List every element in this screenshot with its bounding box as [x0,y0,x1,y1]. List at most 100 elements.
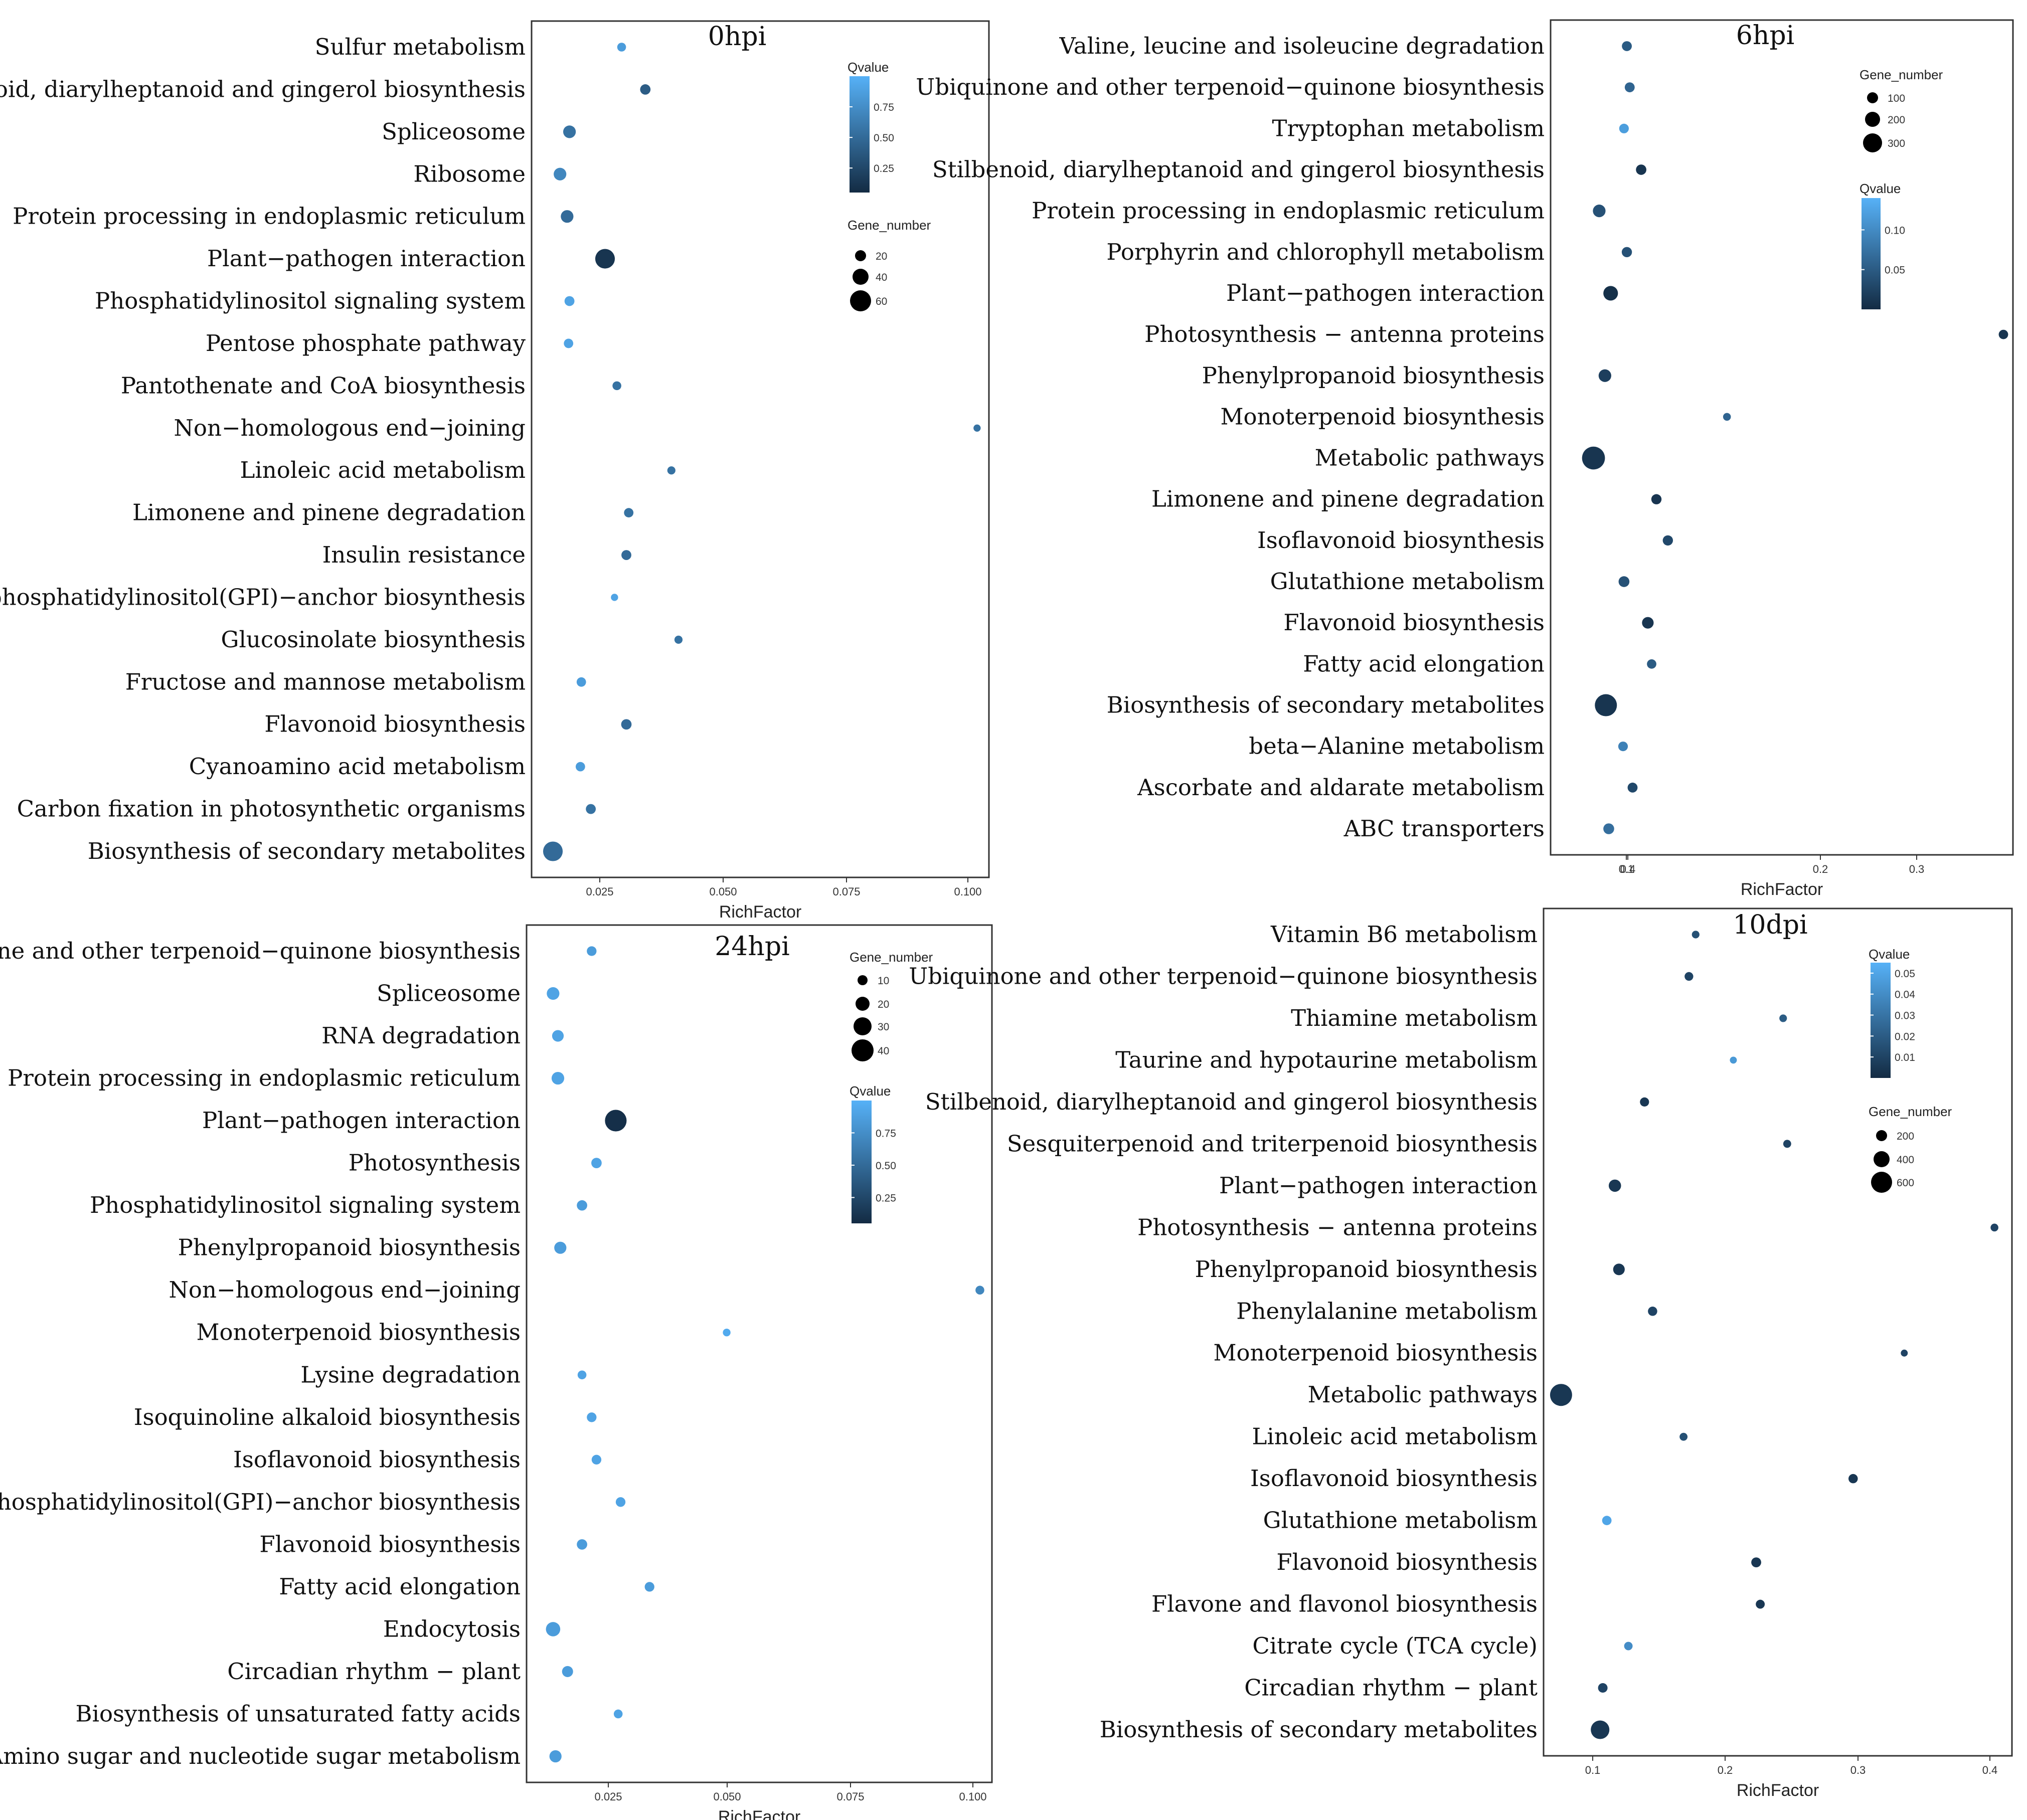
data-point [1598,369,1611,382]
size-legend-label: 300 [1888,138,1905,149]
data-point [1595,694,1617,716]
pathway-label: Protein processing in endoplasmic reticu… [8,1065,521,1091]
panel-title: 6hpi [1736,21,1795,51]
plot-area [1551,20,2013,855]
size-legend-label: 400 [1897,1154,1914,1166]
data-point [723,1329,731,1337]
data-point [552,1030,564,1042]
pathway-label: Limonene and pinene degradation [132,499,526,526]
color-legend-label: 0.25 [876,1192,896,1204]
panel-title: 0hpi [708,22,767,52]
panel-2: 24hpi Ubiquinone and other terpenoid−quin… [0,924,993,1820]
pathway-label: ABC transporters [1343,815,1545,842]
pathway-label: Valine, leucine and isoleucine degradati… [1059,33,1545,59]
pathway-label: Metabolic pathways [1315,445,1545,471]
size-legend-dot [850,290,871,311]
data-point [1647,659,1656,669]
x-tick-label: 0.025 [586,885,613,898]
data-point [1648,1306,1657,1316]
data-point [975,1286,984,1295]
size-legend-title: Gene_number [1860,67,1943,82]
color-legend-label: 0.01 [1895,1052,1915,1063]
x-tick-label: 0.3 [1850,1764,1866,1776]
pathway-label: Protein processing in endoplasmic reticu… [1032,198,1545,224]
plot-area [1544,908,2012,1756]
data-point [624,508,634,518]
size-legend-label: 100 [1888,93,1905,104]
pathway-label: Ubiquinone and other terpenoid−quinone b… [909,963,1538,989]
data-point [613,1709,623,1719]
pathway-label: Phenylpropanoid biosynthesis [1195,1256,1538,1283]
data-point [1990,1223,1998,1232]
pathway-label: Plant−pathogen interaction [1226,280,1545,306]
pathway-label: Plant−pathogen interaction [1219,1172,1538,1199]
data-point [1779,1014,1787,1022]
data-point [595,249,615,269]
pathway-label: Taurine and hypotaurine metabolism [1115,1046,1538,1073]
color-legend-label: 0.75 [874,102,894,113]
data-point [577,1200,587,1211]
data-point [1627,782,1638,793]
size-legend-dot [858,975,868,985]
color-legend-label: 0.10 [1885,225,1905,236]
color-legend-bar [850,76,870,193]
pathway-label: Flavone and flavonol biosynthesis [1151,1591,1538,1617]
pathway-label: Ubiquinone and other terpenoid−quinone b… [916,74,1545,100]
size-legend-label: 40 [876,272,887,283]
pathway-label: Phosphatidylinositol signaling system [95,288,526,314]
data-point [1751,1557,1761,1568]
data-point [1624,82,1635,93]
size-legend-label: 200 [1897,1131,1914,1142]
pathway-label: Isoflavonoid biosynthesis [233,1446,521,1473]
data-point [1684,972,1694,981]
pathway-label: Fatty acid elongation [1303,650,1545,677]
pathway-label: Protein processing in endoplasmic reticu… [13,203,526,230]
data-point [640,84,651,95]
pathway-label: Biosynthesis of unsaturated fatty acids [76,1700,521,1727]
data-point [549,1750,562,1763]
pathway-label: Stilbenoid, diarylheptanoid and gingerol… [925,1088,1538,1115]
data-point [1640,1097,1649,1107]
size-legend-label: 20 [878,999,889,1010]
size-legend-dot [1863,133,1882,152]
pathway-label: Monoterpenoid biosynthesis [1213,1340,1538,1366]
data-point [617,43,626,52]
data-point [577,1539,587,1550]
pathway-label: Photosynthesis [349,1150,521,1176]
data-point [667,466,675,475]
panel-3: 10dpi Vitamin B6 metabolism Ubiquinone and… [909,907,2013,1800]
color-legend-label: 0.05 [1885,265,1905,276]
x-tick-label: 0.1 [1619,863,1634,875]
x-axis-title: RichFactor [1737,1781,1819,1800]
pathway-label: Circadian rhythm − plant [1244,1675,1538,1701]
plot-frame [526,924,993,1783]
pathway-label: Tryptophan metabolism [1272,115,1545,141]
pathway-label: Ascorbate and aldarate metabolism [1137,774,1545,801]
pathway-label: Glutathione metabolism [1263,1507,1538,1534]
data-point [1618,742,1628,752]
pathway-label: Glycosylphosphatidylinositol(GPI)−anchor… [0,1489,521,1515]
data-point [554,167,567,180]
data-point [1608,1179,1621,1192]
data-point [1848,1474,1858,1484]
size-legend-dot [855,250,866,261]
data-point [576,677,586,687]
plot-frame [1543,907,2013,1757]
pathway-label: Glucosinolate biosynthesis [221,626,526,653]
panel-1: 6hpi Valine, leucine and isoleucine degra… [916,19,2014,899]
data-point [605,1110,627,1132]
size-legend-dot [856,997,870,1011]
pathway-label: Glutathione metabolism [1270,568,1545,595]
pathway-label: Non−homologous end−joining [174,415,526,441]
data-point [1662,535,1673,546]
color-legend-label: 0.75 [876,1128,896,1139]
pathway-label: Flavonoid biosynthesis [264,711,526,738]
size-legend-label: 60 [876,296,887,307]
pathway-label: Isoquinoline alkaloid biosynthesis [134,1404,521,1430]
pathway-label: Stilbenoid, diarylheptanoid and gingerol… [932,156,1545,183]
color-legend-label: 0.02 [1895,1031,1915,1042]
pathway-label: Isoflavonoid biosynthesis [1250,1465,1538,1492]
data-point [1603,286,1618,301]
pathway-label: Vitamin B6 metabolism [1270,921,1538,948]
data-point [1998,329,2008,339]
